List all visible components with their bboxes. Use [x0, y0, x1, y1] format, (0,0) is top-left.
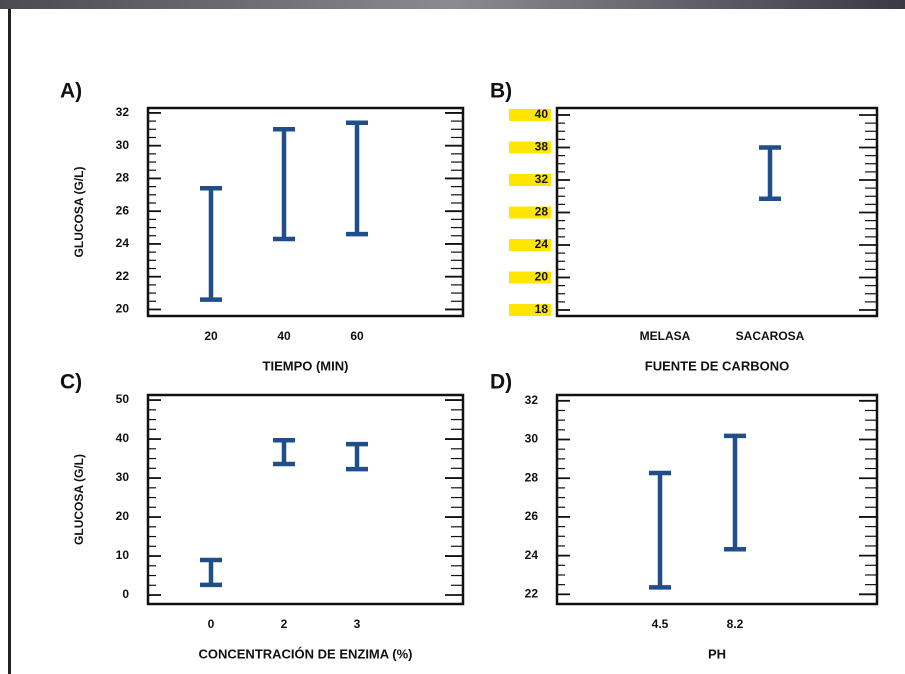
y-tick-label: 32 [535, 172, 549, 186]
panel-label: B) [490, 80, 512, 103]
x-tick-label: 0 [208, 617, 215, 631]
y-tick-label: 28 [116, 171, 130, 185]
y-tick-label: 32 [116, 105, 130, 119]
y-tick-label: 0 [122, 587, 129, 601]
y-tick-label: 30 [116, 470, 130, 484]
x-tick-label: SACAROSA [736, 329, 805, 343]
y-tick-label: 20 [116, 302, 130, 316]
y-tick-label: 50 [116, 392, 130, 406]
y-axis-title: GLUCOSA (G/L) [72, 454, 86, 545]
plot-frame [557, 108, 877, 316]
left-border [8, 9, 11, 674]
y-tick-label: 28 [525, 470, 539, 484]
y-tick-label: 22 [525, 586, 539, 600]
x-axis-title: CONCENTRACIÓN DE ENZIMA (%) [198, 646, 412, 661]
y-tick-label: 32 [525, 393, 539, 407]
y-tick-label: 30 [116, 138, 130, 152]
plot-frame [148, 108, 463, 316]
x-tick-label: 40 [277, 329, 291, 343]
x-tick-label: 2 [281, 617, 288, 631]
plot-frame [148, 395, 463, 604]
y-tick-label: 20 [116, 509, 130, 523]
y-tick-label: 40 [535, 107, 549, 121]
top-photo-strip [0, 0, 905, 9]
y-tick-label: 24 [525, 548, 539, 562]
y-axis-title: GLUCOSA (G/L) [72, 167, 86, 258]
plot-frame [557, 395, 877, 604]
y-tick-label: 20 [535, 270, 549, 284]
x-axis-title: PH [708, 646, 726, 661]
panel-label: C) [60, 371, 82, 394]
chart-page: A)GLUCOSA (G/L)TIEMPO (MIN)2022242628303… [0, 0, 905, 674]
y-tick-label: 38 [535, 140, 549, 154]
y-tick-label: 10 [116, 548, 130, 562]
x-tick-label: 3 [354, 617, 361, 631]
x-tick-label: MELASA [640, 329, 691, 343]
y-tick-label: 18 [535, 302, 549, 316]
y-tick-label: 26 [525, 509, 539, 523]
panel-label: D) [490, 371, 512, 394]
x-axis-title: TIEMPO (MIN) [263, 358, 349, 373]
panel-label: A) [60, 80, 82, 103]
y-tick-label: 22 [116, 269, 130, 283]
x-tick-label: 60 [350, 329, 364, 343]
x-axis-title: FUENTE DE CARBONO [645, 358, 789, 373]
x-tick-label: 20 [204, 329, 218, 343]
y-tick-label: 24 [116, 236, 130, 250]
y-tick-label: 26 [116, 203, 130, 217]
y-tick-label: 28 [535, 205, 549, 219]
x-tick-label: 8.2 [727, 617, 744, 631]
y-tick-label: 40 [116, 431, 130, 445]
y-tick-label: 30 [525, 432, 539, 446]
x-tick-label: 4.5 [652, 617, 669, 631]
y-tick-label: 24 [535, 237, 549, 251]
